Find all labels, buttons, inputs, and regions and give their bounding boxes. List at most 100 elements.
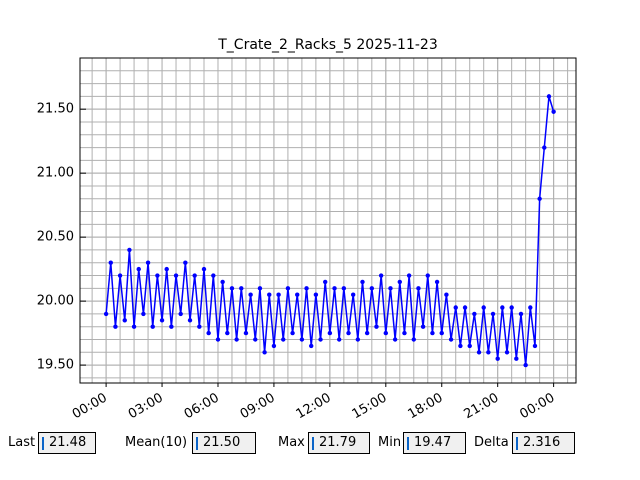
x-tick-label: 03:00 <box>126 391 166 423</box>
data-point <box>453 305 458 310</box>
data-point <box>425 273 430 278</box>
data-point <box>215 337 221 342</box>
data-point <box>374 324 379 329</box>
data-point <box>173 273 179 278</box>
data-point <box>271 343 277 349</box>
data-point <box>551 109 556 114</box>
data-point <box>248 292 253 297</box>
data-point <box>295 292 300 297</box>
data-point <box>392 337 398 342</box>
data-point <box>290 330 295 336</box>
data-point <box>546 94 552 99</box>
data-point <box>495 356 500 361</box>
stat-field[interactable]: 21.48 <box>38 432 96 454</box>
data-point <box>430 330 435 336</box>
data-point <box>267 292 272 297</box>
stat-label: Min <box>378 435 402 450</box>
data-point <box>164 266 169 272</box>
x-tick-label: 18:00 <box>406 391 446 423</box>
plot-frame <box>79 57 577 384</box>
data-point <box>243 330 249 336</box>
data-point <box>439 330 444 336</box>
data-point <box>448 337 454 342</box>
data-point <box>462 305 468 310</box>
data-point <box>518 311 524 317</box>
data-point <box>103 311 109 317</box>
data-point <box>220 279 225 285</box>
x-tick-label: 21:00 <box>461 391 501 423</box>
x-tick-label: 09:00 <box>238 391 278 423</box>
data-point <box>327 330 333 336</box>
y-tick-label: 20.00 <box>37 294 74 309</box>
x-tick-label: 00:00 <box>70 391 110 423</box>
stat-label: Mean(10) <box>125 435 188 450</box>
data-point <box>542 145 547 150</box>
data-point <box>309 343 314 349</box>
chart: T_Crate_2_Racks_5 2025-11-23 19.50 20.00 2… <box>37 37 577 423</box>
data-point <box>476 350 482 355</box>
data-point <box>434 279 440 285</box>
data-point <box>122 318 127 323</box>
stat-field[interactable]: 2.316 <box>512 432 575 454</box>
data-point <box>402 330 407 336</box>
data-point <box>117 273 123 278</box>
y-tick-label: 20.50 <box>37 230 74 245</box>
data-point <box>481 305 486 310</box>
data-point <box>369 286 375 291</box>
data-point <box>532 343 538 349</box>
stat-field[interactable]: 21.79 <box>308 432 370 454</box>
data-point <box>378 273 384 278</box>
data-point <box>131 324 137 329</box>
data-point <box>318 337 323 342</box>
data-point <box>127 247 132 253</box>
data-point <box>323 279 328 285</box>
stat-label: Delta <box>474 435 509 450</box>
data-point <box>313 292 319 297</box>
chart-title: T_Crate_2_Racks_5 2025-11-23 <box>217 37 438 53</box>
data-point <box>276 292 281 297</box>
data-point <box>257 286 263 291</box>
data-point <box>113 324 118 329</box>
data-point <box>159 318 165 323</box>
data-point <box>444 292 449 297</box>
data-point <box>341 286 347 291</box>
x-tick-label: 00:00 <box>517 391 557 423</box>
data-point <box>145 260 151 265</box>
data-point <box>346 330 351 336</box>
data-point <box>262 350 267 355</box>
data-point <box>206 330 211 336</box>
data-point <box>514 356 519 361</box>
data-point <box>486 350 491 355</box>
data-point <box>420 324 426 329</box>
x-tick-label: 15:00 <box>350 391 390 423</box>
data-point <box>500 305 505 310</box>
data-point <box>397 279 402 285</box>
data-point <box>388 286 393 291</box>
data-point <box>169 324 174 329</box>
data-point <box>364 330 370 336</box>
data-point <box>183 260 188 265</box>
data-point <box>537 196 542 201</box>
data-point <box>253 337 258 342</box>
data-point <box>141 311 146 317</box>
data-point <box>467 343 472 349</box>
stat-field[interactable]: 21.50 <box>192 432 256 454</box>
data-point <box>472 311 477 317</box>
stat-field[interactable]: 19.47 <box>403 432 466 454</box>
data-point <box>304 286 309 291</box>
data-point <box>383 330 389 336</box>
data-point <box>406 273 412 278</box>
data-point <box>360 279 365 285</box>
data-point <box>234 337 239 342</box>
data-point <box>192 273 197 278</box>
data-point <box>332 286 337 291</box>
data-point <box>178 311 183 317</box>
data-point <box>458 343 463 349</box>
data-point <box>187 318 193 323</box>
stat-label: Last <box>8 435 36 450</box>
data-point <box>281 337 286 342</box>
stat-label: Max <box>278 435 305 450</box>
data-point <box>504 350 510 355</box>
data-point <box>523 362 528 368</box>
